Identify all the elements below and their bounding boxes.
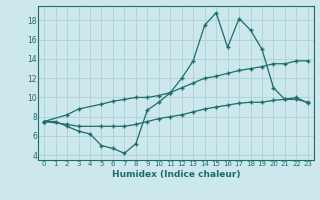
X-axis label: Humidex (Indice chaleur): Humidex (Indice chaleur) [112,170,240,179]
